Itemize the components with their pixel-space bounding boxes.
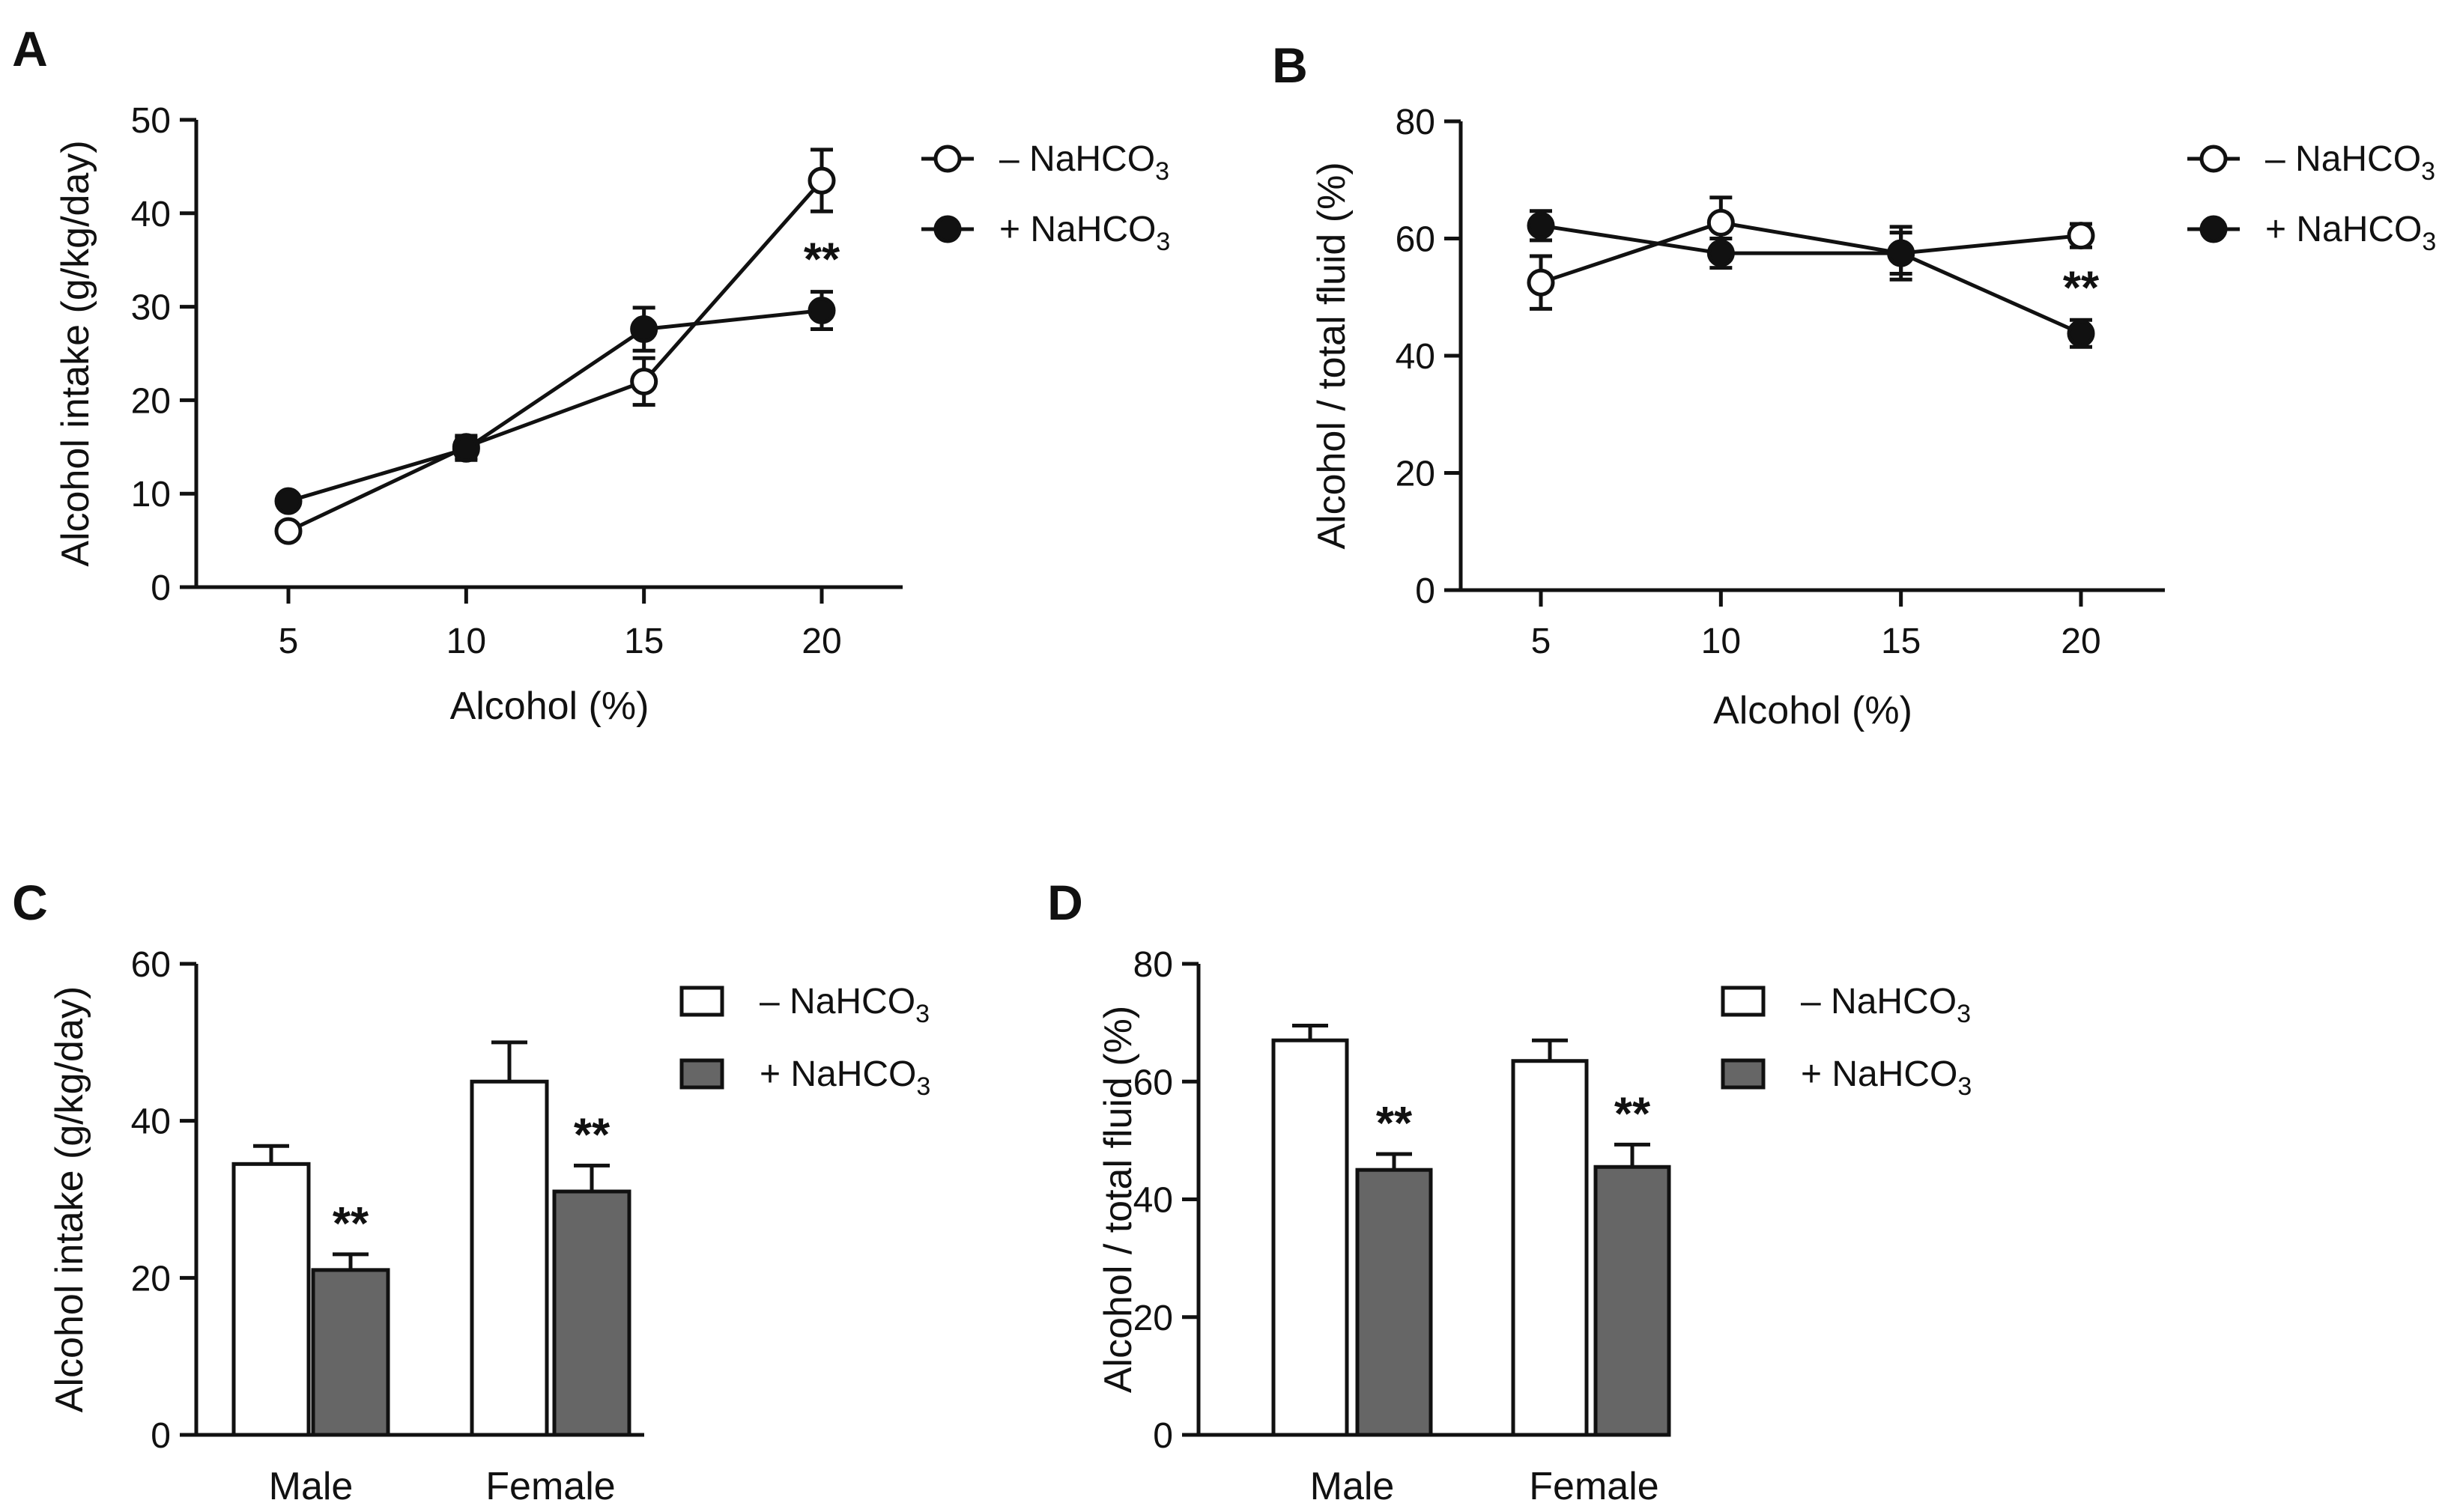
panel-c: 0 20 40 60 Alcohol intake (g/kg/day) C Male Fem… (12, 875, 930, 1508)
data-point (1887, 239, 1915, 267)
legend-marker (2199, 145, 2228, 173)
significance-marker: ** (2063, 262, 2100, 314)
bar (552, 1189, 631, 1437)
legend-swatch (1721, 986, 1766, 1017)
y-tick-label: 40 (131, 1102, 171, 1142)
data-point (274, 517, 303, 545)
x-tick-label: 20 (2061, 622, 2100, 661)
series-line (288, 309, 822, 503)
y-tick-label: 0 (151, 1416, 171, 1456)
x-tick-label: 20 (802, 622, 841, 661)
legend-marker (933, 215, 962, 243)
y-axis-label: Alcohol / total fluid (%) (1310, 162, 1354, 549)
category-label: Female (485, 1465, 615, 1508)
bar (1511, 1059, 1589, 1437)
y-tick-label: 20 (1396, 455, 1435, 494)
significance-marker: ** (1614, 1088, 1651, 1140)
data-point (1527, 211, 1555, 240)
data-point (808, 297, 836, 325)
data-point (1706, 208, 1735, 237)
bar (1355, 1168, 1433, 1437)
bar (470, 1079, 549, 1437)
category-label: Female (1529, 1465, 1658, 1508)
significance-marker: ** (574, 1109, 611, 1161)
legend-label: + NaHCO3 (1801, 1054, 1972, 1101)
legend-label: – NaHCO3 (760, 982, 930, 1028)
bar (311, 1268, 390, 1437)
data-point (1527, 268, 1555, 297)
x-tick-label: 5 (279, 622, 299, 661)
data-point (274, 487, 303, 515)
y-tick-label: 10 (131, 475, 171, 514)
x-axis-label: Alcohol (%) (1713, 689, 1912, 732)
data-point (630, 367, 658, 395)
significance-marker: ** (333, 1198, 369, 1250)
y-tick-label: 20 (1133, 1299, 1173, 1338)
category-label: Male (269, 1465, 354, 1508)
y-tick-label: 20 (131, 1259, 171, 1299)
panel-label-d: D (1047, 875, 1083, 930)
bar (231, 1162, 311, 1437)
legend-label: – NaHCO3 (999, 139, 1169, 186)
y-tick-label: 0 (1153, 1416, 1173, 1456)
panel-d: 0 20 40 60 80 Alcohol / total fluid (%) D Male F… (1047, 875, 1972, 1508)
panel-a: 0 10 20 30 40 50 Alcohol intake (g/kg/day) A 5 10… (12, 21, 1170, 728)
data-point (452, 434, 480, 463)
category-label: Male (1310, 1465, 1395, 1508)
data-point (630, 315, 658, 344)
y-tick-label: 60 (1396, 220, 1435, 260)
legend-swatch (679, 986, 724, 1017)
legend-label: – NaHCO3 (2265, 139, 2435, 186)
y-tick-label: 50 (131, 101, 171, 141)
bar (1271, 1038, 1349, 1437)
legend-label: + NaHCO3 (760, 1054, 930, 1101)
y-tick-label: 0 (151, 568, 171, 608)
x-tick-label: 10 (446, 622, 486, 661)
data-point (2067, 222, 2095, 250)
x-tick-label: 15 (1881, 622, 1921, 661)
significance-marker: ** (804, 234, 840, 286)
y-axis-label: Alcohol / total fluid (%) (1097, 1006, 1140, 1393)
legend-marker (2199, 215, 2228, 243)
y-tick-label: 0 (1415, 571, 1435, 611)
x-tick-label: 15 (624, 622, 664, 661)
data-point (808, 166, 836, 195)
significance-marker: ** (1376, 1098, 1413, 1150)
y-tick-label: 40 (131, 195, 171, 234)
y-tick-label: 40 (1396, 337, 1435, 377)
x-tick-label: 5 (1531, 622, 1551, 661)
bar (1593, 1165, 1671, 1437)
y-tick-label: 40 (1133, 1181, 1173, 1221)
legend-label: + NaHCO3 (2265, 210, 2436, 256)
data-point (1706, 239, 1735, 267)
y-tick-label: 80 (1396, 103, 1435, 142)
y-tick-label: 60 (131, 945, 171, 985)
y-axis-label: Alcohol intake (g/kg/day) (54, 140, 97, 566)
legend-label: + NaHCO3 (999, 210, 1170, 256)
y-axis-label: Alcohol intake (g/kg/day) (48, 986, 91, 1412)
data-point (2067, 319, 2095, 347)
legend-label: – NaHCO3 (1801, 982, 1971, 1028)
panel-b: 0 20 40 60 80 Alcohol / total fluid (%) B 5 10 15… (1272, 37, 2436, 732)
x-axis-label: Alcohol (%) (450, 684, 649, 728)
panel-label-a: A (12, 21, 48, 76)
series-line (1540, 223, 2082, 336)
panel-label-b: B (1272, 37, 1308, 93)
legend-marker (933, 145, 962, 173)
x-tick-label: 10 (1701, 622, 1741, 661)
legend-swatch (679, 1058, 724, 1090)
series-line (1540, 220, 2082, 285)
y-tick-label: 60 (1133, 1063, 1173, 1102)
y-tick-label: 30 (131, 288, 171, 328)
legend-swatch (1721, 1058, 1766, 1090)
panel-label-c: C (12, 875, 48, 930)
y-tick-label: 20 (131, 381, 171, 421)
y-tick-label: 80 (1133, 945, 1173, 985)
series-line (287, 179, 823, 533)
